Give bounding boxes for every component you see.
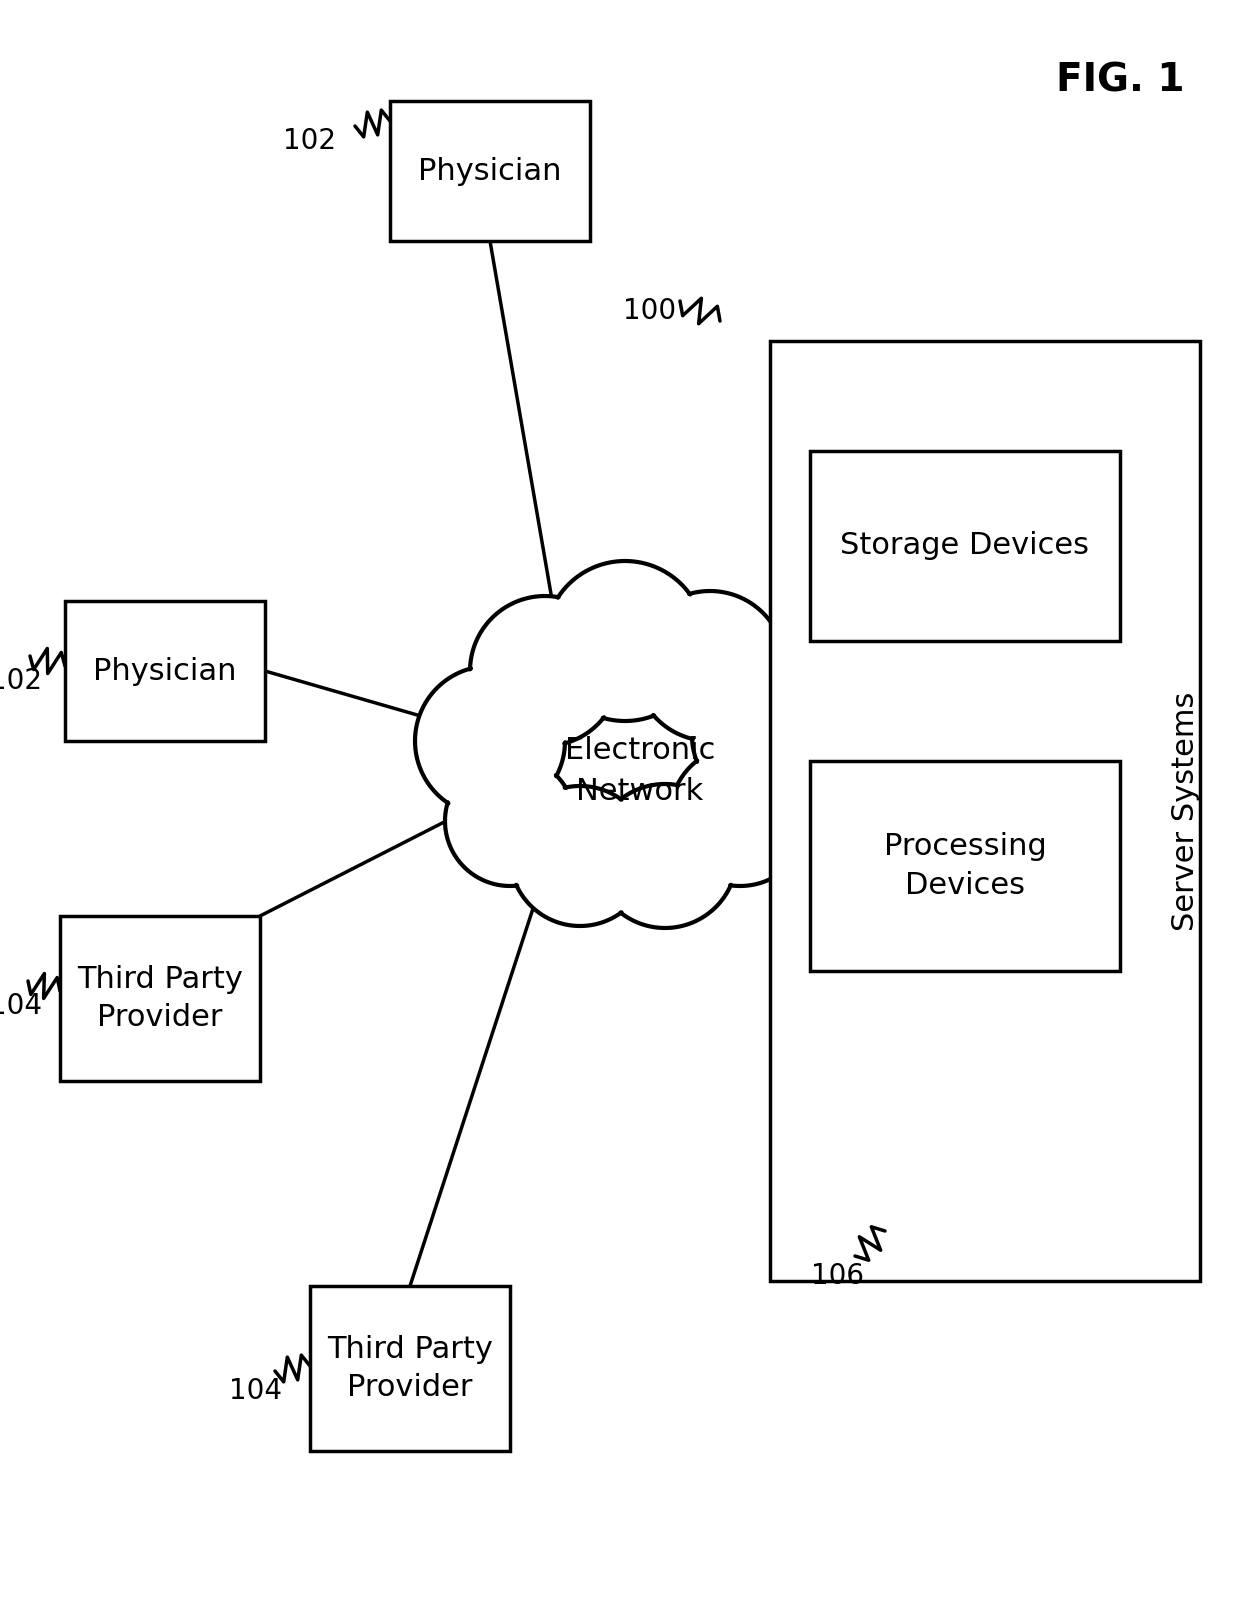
Text: Electronic
Network: Electronic Network — [564, 736, 715, 806]
Bar — [310, 1286, 510, 1452]
Text: Physician: Physician — [93, 657, 237, 686]
Text: Third Party
Provider: Third Party Provider — [327, 1336, 494, 1402]
Bar — [391, 101, 590, 242]
Text: 106: 106 — [811, 1261, 864, 1290]
Text: Physician: Physician — [418, 156, 562, 185]
Circle shape — [635, 591, 785, 741]
Bar — [810, 760, 1120, 971]
Circle shape — [470, 596, 620, 746]
Text: 102: 102 — [284, 127, 336, 155]
Circle shape — [692, 669, 828, 804]
Circle shape — [415, 665, 565, 817]
Text: Storage Devices: Storage Devices — [841, 532, 1090, 561]
Text: 102: 102 — [0, 667, 41, 694]
Circle shape — [670, 746, 810, 886]
Circle shape — [445, 756, 575, 886]
Bar — [810, 451, 1120, 641]
Circle shape — [546, 561, 706, 722]
Bar — [770, 342, 1200, 1281]
Text: 100: 100 — [624, 296, 677, 325]
Text: Processing
Devices: Processing Devices — [884, 833, 1047, 899]
Text: Server Systems: Server Systems — [1171, 691, 1199, 931]
Circle shape — [593, 785, 737, 928]
Text: FIG. 1: FIG. 1 — [1055, 61, 1184, 100]
Circle shape — [510, 786, 650, 926]
Bar — [60, 917, 260, 1081]
Text: Third Party
Provider: Third Party Provider — [77, 965, 243, 1033]
Bar — [64, 601, 265, 741]
Text: 104: 104 — [0, 992, 41, 1020]
Text: 104: 104 — [228, 1377, 281, 1405]
